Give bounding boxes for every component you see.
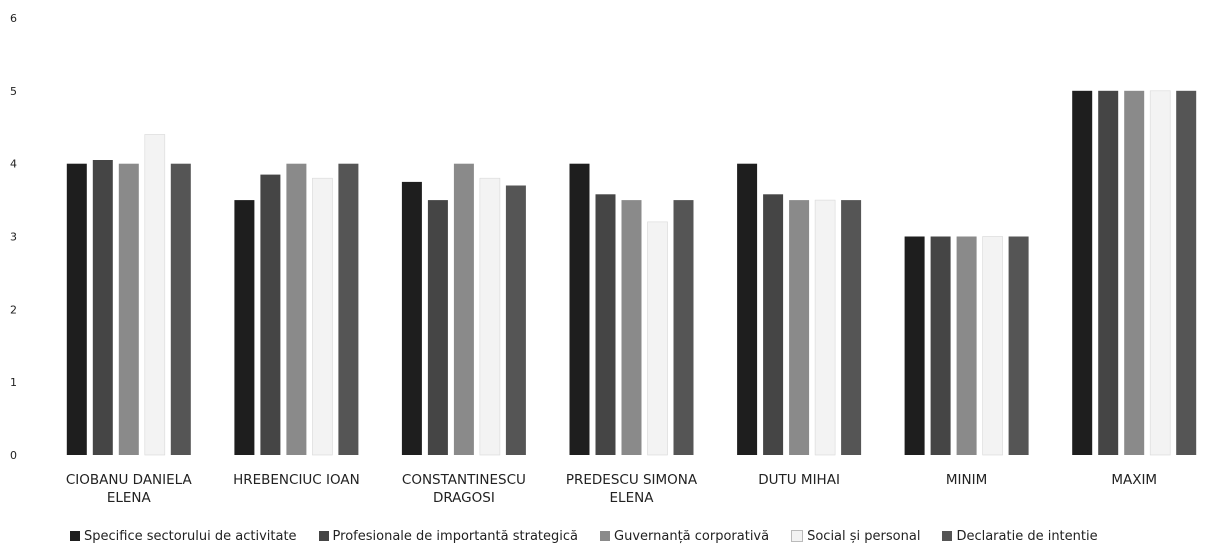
legend-swatch bbox=[791, 530, 804, 542]
x-tick-label: CONSTANTINESCU bbox=[402, 472, 526, 488]
bar bbox=[505, 185, 526, 455]
bar bbox=[1098, 90, 1119, 456]
bar bbox=[930, 236, 951, 455]
x-tick-label: DRAGOSI bbox=[433, 490, 495, 506]
bar bbox=[427, 200, 448, 455]
legend-label: Guvernanță corporativă bbox=[614, 528, 770, 544]
bar bbox=[956, 236, 977, 455]
x-tick-label: ELENA bbox=[107, 490, 152, 506]
legend-swatch bbox=[70, 531, 80, 541]
legend-label: Profesionale de importantă strategică bbox=[332, 528, 578, 544]
bar bbox=[312, 177, 333, 456]
bar bbox=[1176, 90, 1197, 456]
bar bbox=[1008, 236, 1029, 455]
y-tick-label: 1 bbox=[10, 376, 17, 389]
legend-swatch bbox=[318, 531, 329, 541]
bar bbox=[1149, 90, 1171, 456]
bar bbox=[401, 181, 422, 455]
y-tick-label: 4 bbox=[10, 158, 17, 171]
bar bbox=[1124, 90, 1145, 456]
legend-label: Social și personal bbox=[807, 528, 921, 544]
bar bbox=[647, 221, 668, 456]
legend-swatch bbox=[942, 531, 953, 541]
y-tick-label: 0 bbox=[10, 449, 17, 462]
bar bbox=[144, 134, 166, 456]
bar bbox=[170, 163, 191, 455]
bar bbox=[737, 163, 758, 455]
bar bbox=[763, 194, 784, 456]
legend-label: Declaratie de intentie bbox=[956, 528, 1098, 544]
bar bbox=[1072, 90, 1093, 456]
bar bbox=[92, 160, 113, 455]
bar bbox=[66, 163, 87, 455]
bar bbox=[234, 200, 255, 455]
bar bbox=[789, 200, 810, 455]
bar bbox=[595, 194, 616, 456]
x-tick-label: PREDESCU SIMONA bbox=[566, 472, 698, 488]
y-tick-label: 2 bbox=[10, 303, 17, 316]
x-tick-label: MINIM bbox=[946, 472, 987, 488]
bar bbox=[286, 163, 307, 455]
legend-item: Guvernanță corporativă bbox=[600, 529, 769, 544]
bar bbox=[673, 200, 694, 455]
bar-chart: 0 1 2 3 4 5 6 CIOBANU DANIELA ELENA HREBENCIUC IO… bbox=[10, 12, 1197, 506]
legend-item: Specifice sectorului de activitate bbox=[70, 529, 297, 544]
legend-swatch bbox=[600, 531, 610, 541]
x-tick-label: HREBENCIUC IOAN bbox=[233, 472, 360, 488]
legend-item: Social și personal bbox=[791, 529, 920, 544]
legend-item: Declaratie de intentie bbox=[942, 528, 1098, 544]
y-tick-label: 6 bbox=[10, 12, 17, 25]
legend-label: Specifice sectorului de activitate bbox=[84, 528, 297, 544]
bar bbox=[982, 236, 1003, 456]
x-tick-label: CIOBANU DANIELA bbox=[66, 472, 193, 488]
bar bbox=[260, 174, 281, 455]
legend: Specifice sectorului de activitate Profes… bbox=[70, 526, 1218, 546]
bar bbox=[118, 163, 139, 455]
x-tick-label: MAXIM bbox=[1111, 472, 1157, 488]
bar bbox=[621, 200, 642, 455]
bar bbox=[904, 236, 925, 455]
y-tick-label: 5 bbox=[10, 85, 17, 98]
x-tick-label: ELENA bbox=[610, 490, 655, 506]
bar bbox=[814, 199, 836, 456]
bar bbox=[453, 163, 474, 455]
bar bbox=[338, 163, 359, 455]
bar bbox=[569, 163, 590, 455]
legend-item: Profesionale de importantă strategică bbox=[318, 528, 578, 544]
bar bbox=[841, 200, 862, 455]
bar bbox=[479, 177, 501, 456]
x-tick-label: DUTU MIHAI bbox=[758, 472, 840, 488]
y-tick-label: 3 bbox=[10, 231, 17, 244]
